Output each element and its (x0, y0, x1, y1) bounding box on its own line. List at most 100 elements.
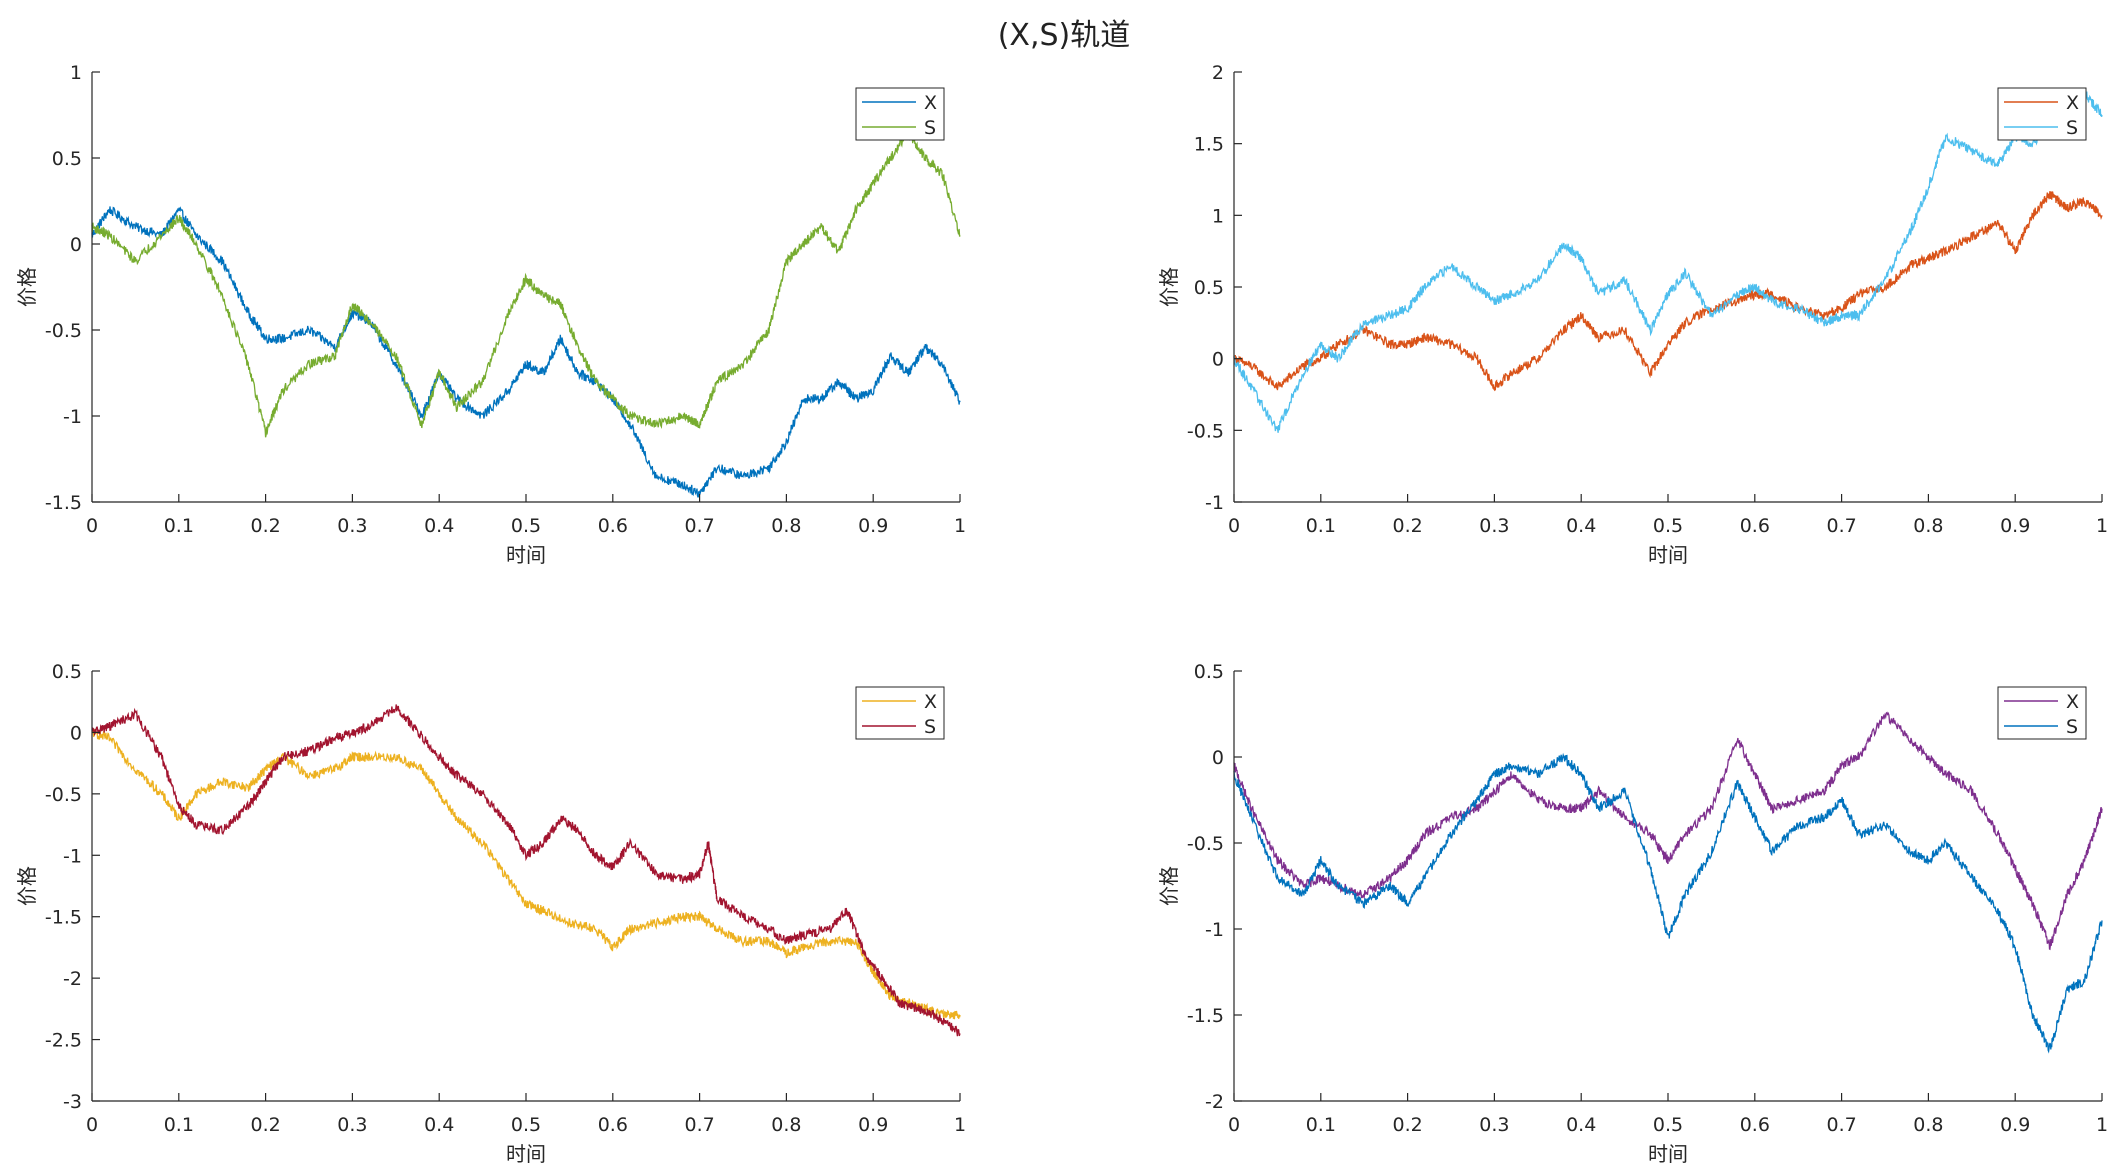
legend: XS (1997, 87, 2087, 141)
x-axis-label: 时间 (506, 1142, 546, 1166)
y-tick-label: -2.5 (45, 1030, 82, 1052)
y-tick-label: -0.5 (1187, 420, 1224, 442)
legend: XS (855, 87, 945, 141)
y-tick-label: -1 (63, 406, 82, 428)
x-tick-label: 0.8 (771, 1114, 801, 1136)
series-line-x-panel-3 (91, 728, 961, 1020)
x-tick-label: 0.5 (511, 1114, 541, 1136)
x-tick-label: 0.7 (1826, 1114, 1856, 1136)
y-tick-label: 0 (70, 234, 82, 256)
y-tick-label: -2 (63, 968, 82, 990)
x-tick-label: 0.9 (2000, 515, 2030, 537)
x-tick-label: 0.3 (1479, 1114, 1509, 1136)
x-tick-label: 0.5 (1653, 515, 1683, 537)
x-tick-label: 0.5 (511, 515, 541, 537)
chart-panel-1: 0 0.1 0.2 0.3 0.4 0.5 0.6 0.7 0.8 0.9 1 -1.5 -1 -0.5 0… (15, 62, 966, 567)
x-tick-label: 0.9 (858, 515, 888, 537)
x-tick-label: 0.9 (2000, 1114, 2030, 1136)
x-tick-label: 0 (1228, 515, 1240, 537)
y-tick-label: 0.5 (52, 148, 82, 170)
chart-panel-4: 0 0.1 0.2 0.3 0.4 0.5 0.6 0.7 0.8 0.9 1 -2 -1.5 -1 -0.… (1157, 661, 2108, 1166)
y-axis-label: 价格 (1157, 866, 1181, 906)
x-tick-label: 0.7 (684, 515, 714, 537)
x-tick-label: 0.6 (598, 1114, 628, 1136)
legend-box (855, 686, 945, 740)
x-tick-label: 1 (2096, 1114, 2108, 1136)
y-tick-label: -0.5 (1187, 833, 1224, 855)
x-tick-label: 0.3 (337, 1114, 367, 1136)
legend-label-x: X (2066, 691, 2079, 713)
y-axis-label: 价格 (1157, 267, 1181, 307)
series-line-s-panel-4 (1233, 752, 2103, 1054)
y-tick-label: 1 (1212, 205, 1224, 227)
legend: XS (855, 686, 945, 740)
y-tick-label: 1 (70, 62, 82, 84)
x-axis-label: 时间 (1648, 543, 1688, 567)
x-axis-label: 时间 (1648, 1142, 1688, 1166)
x-tick-label: 0.7 (1826, 515, 1856, 537)
legend: XS (1997, 686, 2087, 740)
legend-box (1997, 686, 2087, 740)
x-tick-label: 0.2 (1392, 515, 1422, 537)
legend-box (1997, 87, 2087, 141)
x-tick-label: 0.8 (771, 515, 801, 537)
x-tick-label: 0.8 (1913, 1114, 1943, 1136)
series-line-s-panel-3 (91, 704, 961, 1037)
x-tick-label: 0.6 (598, 515, 628, 537)
x-tick-label: 0 (1228, 1114, 1240, 1136)
y-axis-label: 价格 (15, 866, 39, 906)
x-tick-label: 0.2 (250, 1114, 280, 1136)
x-tick-label: 0.3 (1479, 515, 1509, 537)
x-tick-label: 0.1 (1306, 1114, 1336, 1136)
x-tick-label: 0.5 (1653, 1114, 1683, 1136)
x-tick-label: 0.8 (1913, 515, 1943, 537)
series-line-s-panel-1 (91, 128, 961, 438)
x-axis-label: 时间 (506, 543, 546, 567)
x-tick-label: 0.4 (1566, 1114, 1596, 1136)
y-tick-label: -2 (1205, 1091, 1224, 1113)
x-tick-label: 0.1 (1306, 515, 1336, 537)
y-tick-label: -0.5 (45, 784, 82, 806)
x-tick-label: 0.6 (1740, 515, 1770, 537)
y-tick-label: -0.5 (45, 320, 82, 342)
series-line-x-panel-2 (1233, 191, 2103, 392)
legend-label-x: X (924, 92, 937, 114)
y-tick-label: 2 (1212, 62, 1224, 84)
y-tick-label: -1.5 (45, 907, 82, 929)
y-tick-label: 0 (1212, 349, 1224, 371)
y-tick-label: 0.5 (1194, 661, 1224, 683)
legend-label-s: S (924, 716, 936, 738)
x-tick-label: 0.4 (424, 1114, 454, 1136)
x-tick-label: 0.9 (858, 1114, 888, 1136)
legend-label-s: S (924, 117, 936, 139)
y-tick-label: 0.5 (52, 661, 82, 683)
x-tick-label: 0.2 (250, 515, 280, 537)
y-tick-label: 0 (1212, 747, 1224, 769)
legend-label-x: X (2066, 92, 2079, 114)
x-tick-label: 0.1 (164, 515, 194, 537)
y-tick-label: -1.5 (1187, 1005, 1224, 1027)
x-tick-label: 1 (954, 1114, 966, 1136)
legend-label-s: S (2066, 117, 2078, 139)
x-tick-label: 0.1 (164, 1114, 194, 1136)
legend-label-x: X (924, 691, 937, 713)
series-line-x-panel-4 (1233, 711, 2103, 951)
y-tick-label: -1 (63, 845, 82, 867)
series-line-x-panel-1 (91, 206, 961, 498)
x-tick-label: 0.4 (424, 515, 454, 537)
series-line-s-panel-2 (1233, 91, 2103, 433)
x-tick-label: 0.2 (1392, 1114, 1422, 1136)
chart-panel-3: 0 0.1 0.2 0.3 0.4 0.5 0.6 0.7 0.8 0.9 1 -3 -2.5 -2 -1.… (15, 661, 966, 1166)
x-tick-label: 0.3 (337, 515, 367, 537)
figure-title: (X,S)轨道 (997, 18, 1131, 53)
y-tick-label: -1 (1205, 919, 1224, 941)
x-tick-label: 0 (86, 515, 98, 537)
chart-panel-2: 0 0.1 0.2 0.3 0.4 0.5 0.6 0.7 0.8 0.9 1 -1 -0.5 0 0.5 1… (1157, 62, 2108, 567)
x-tick-label: 0.7 (684, 1114, 714, 1136)
y-tick-label: -1 (1205, 492, 1224, 514)
y-tick-label: -3 (63, 1091, 82, 1113)
legend-label-s: S (2066, 716, 2078, 738)
y-tick-label: -1.5 (45, 492, 82, 514)
x-tick-label: 1 (2096, 515, 2108, 537)
